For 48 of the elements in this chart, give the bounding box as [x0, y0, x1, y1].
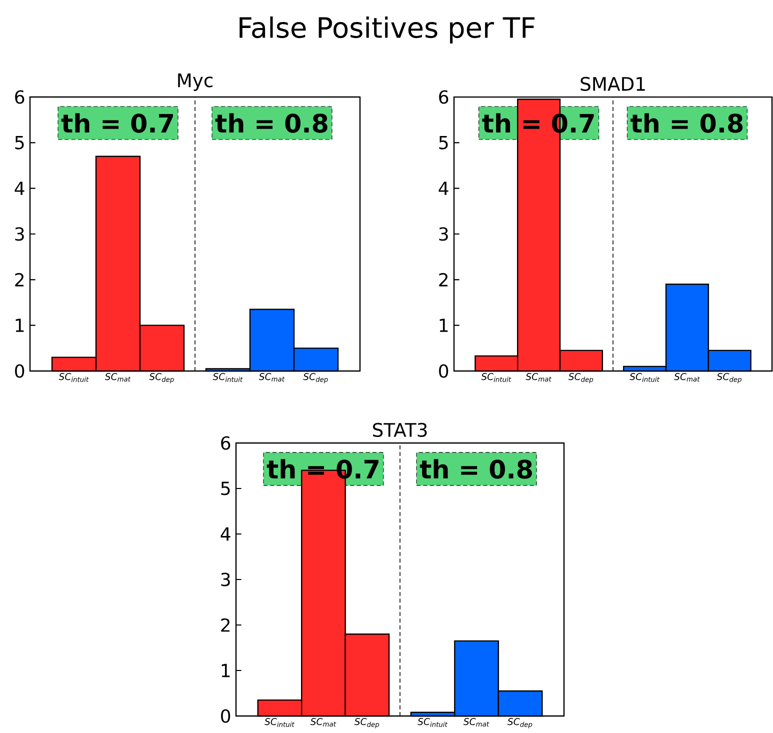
- y-tick-label: 2: [15, 273, 24, 287]
- y-tick-label: 4: [438, 182, 448, 196]
- chart-title: Myc: [178, 74, 213, 92]
- x-tick-label: SC$_{intuit}$: [212, 373, 243, 382]
- y-tick-label: 3: [221, 572, 230, 586]
- x-tick-label: SC$_{dep}$: [354, 718, 380, 728]
- x-tick-label: SC$_{mat}$: [526, 373, 552, 382]
- x-tick-label: SC$_{mat}$: [310, 718, 336, 727]
- y-tick-label: 4: [220, 528, 230, 541]
- x-tick-label: SC$_{intuit}$: [481, 373, 512, 382]
- chart-title: SMAD1: [580, 76, 645, 92]
- y-tick-label: 0: [439, 364, 448, 378]
- y-tick-label: 6: [439, 90, 448, 104]
- annotation: th = 0.8: [215, 113, 328, 133]
- y-tick-label: 1: [440, 318, 448, 332]
- x-tick-label: SC$_{mat}$: [674, 373, 700, 382]
- x-tick-label: SC$_{dep}$: [716, 373, 742, 384]
- x-tick-label: SC$_{intuit}$: [630, 373, 660, 382]
- y-tick-label: 6: [15, 90, 24, 104]
- y-tick-label: 5: [221, 482, 230, 496]
- y-tick-label: 3: [15, 227, 24, 241]
- y-tick-label: 2: [221, 618, 230, 632]
- chart-title: STAT3: [373, 423, 427, 438]
- y-tick-label: 5: [439, 136, 448, 150]
- x-tick-label: SC$_{dep}$: [303, 373, 328, 384]
- text: False Positives per TF: [240, 16, 534, 44]
- x-tick-label: SC$_{intuit}$: [264, 718, 295, 728]
- y-tick-label: 4: [14, 182, 24, 196]
- annotation: th = 0.8: [630, 113, 743, 133]
- x-tick-label: SC$_{intuit}$: [418, 718, 448, 728]
- x-tick-label: SC$_{mat}$: [104, 373, 131, 382]
- x-tick-label: SC$_{dep}$: [568, 373, 594, 384]
- x-tick-label: SC$_{intuit}$: [58, 373, 89, 382]
- y-tick-label: 6: [221, 436, 230, 450]
- x-tick-label: SC$_{mat}$: [463, 718, 490, 727]
- y-tick-label: 2: [439, 273, 448, 287]
- y-tick-label: 0: [221, 709, 230, 723]
- y-tick-label: 1: [222, 664, 230, 678]
- annotation: th = 0.7: [61, 113, 173, 133]
- annotation: th = 0.7: [266, 459, 378, 479]
- x-tick-label: SC$_{mat}$: [258, 373, 285, 382]
- y-tick-label: 0: [15, 364, 24, 378]
- y-tick-label: 3: [439, 227, 448, 241]
- x-tick-label: SC$_{dep}$: [149, 373, 174, 384]
- y-tick-label: 5: [15, 136, 24, 150]
- x-tick-label: SC$_{dep}$: [507, 718, 532, 728]
- annotation: th = 0.8: [420, 459, 532, 479]
- y-tick-label: 1: [16, 318, 24, 332]
